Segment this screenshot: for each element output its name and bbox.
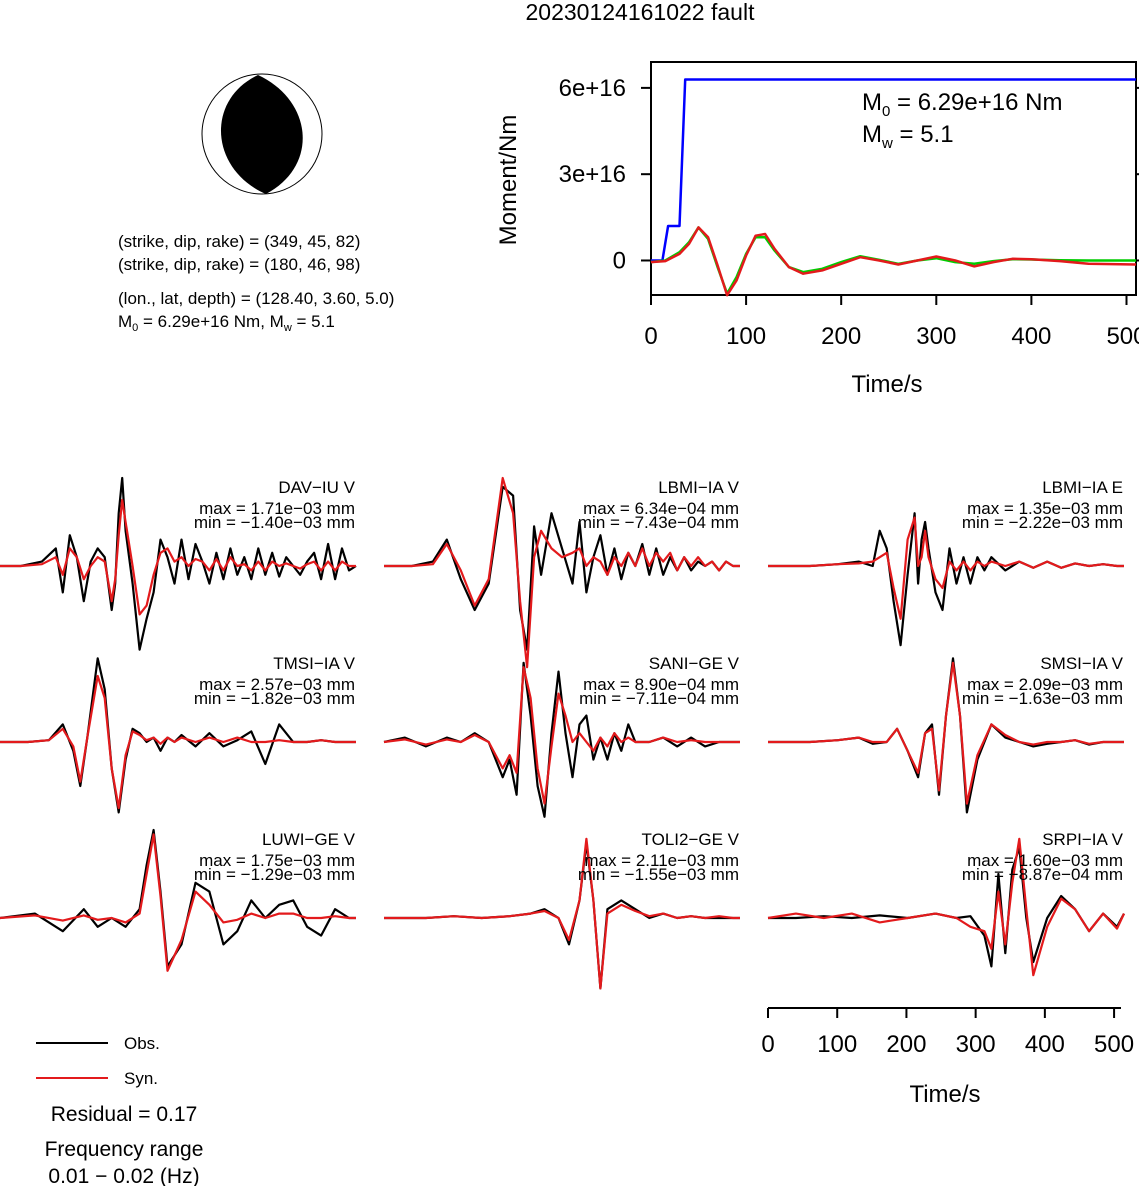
station-max: max = 1.71e−03 mm [199,499,355,518]
station-min: min = −7.43e−04 mm [578,513,739,532]
station-name: SMSI−IA V [1040,654,1123,673]
synthetic-trace [384,837,740,990]
station-max: max = 2.57e−03 mm [199,675,355,694]
station-name: TMSI−IA V [273,654,355,673]
waveform-time-axis: 0 100 200 300 400 500 Time/s [761,1007,1134,1108]
station-min: min = −8.87e−04 mm [962,865,1123,884]
moment-xtick-label: 0 [644,323,657,350]
residual-text: Residual = 0.17 [51,1103,198,1126]
frequency-title: Frequency range [45,1138,204,1161]
moment-ytick-label: 3e+16 [559,161,626,188]
moment-xtick-label: 100 [726,323,766,350]
station-min: min = −1.40e−03 mm [194,513,355,532]
station-name: TOLI2−GE V [642,830,740,849]
moment-curves [650,78,1137,297]
synthetic-trace [768,661,1124,805]
moment-ytick-label: 0 [613,247,626,274]
synthetic-trace [0,498,356,616]
waveform-xtick-label: 100 [817,1031,857,1058]
station-min: min = −7.11e−04 mm [579,689,739,708]
station-name: SRPI−IA V [1042,830,1123,849]
moment-mw-annotation: Mw = 5.1 [862,121,954,152]
station-min: min = −1.55e−03 mm [578,865,739,884]
nodal-plane-1: (strike, dip, rake) = (349, 45, 82) [118,232,360,251]
synthetic-trace [0,833,356,972]
waveform-xlabel: Time/s [909,1081,980,1108]
nodal-plane-2: (strike, dip, rake) = (180, 46, 98) [118,255,360,274]
station-name: LBMI−IA V [658,478,739,497]
station-max: max = 2.09e−03 mm [967,675,1123,694]
moment-x-axis: 0 100 200 300 400 500 [644,295,1139,350]
synthetic-trace [767,837,1125,977]
beachball [201,73,323,195]
station-min: min = −1.82e−03 mm [194,689,355,708]
waveform-xtick-label: 300 [956,1031,996,1058]
station-max: max = 8.90e−04 mm [583,675,739,694]
moment-xtick-label: 300 [916,323,956,350]
moment-ylabel: Moment/Nm [495,115,522,246]
moment-xlabel: Time/s [851,371,922,398]
station-max: max = 6.34e−04 mm [583,499,739,518]
beachball-compressional-quadrant [220,75,303,194]
station-name: LUWI−GE V [262,830,356,849]
moment-xtick-label: 500 [1106,323,1139,350]
figure-title: 20230124161022 fault [526,0,756,25]
station-min: min = −1.29e−03 mm [194,865,355,884]
station-max: max = 1.60e−03 mm [967,851,1123,870]
frequency-value: 0.01 − 0.02 (Hz) [48,1165,199,1186]
station-name: LBMI−IA E [1042,478,1123,497]
moment-m0-annotation: M0 = 6.29e+16 Nm [862,89,1062,120]
synthetic-trace [768,516,1124,620]
station-min: min = −1.63e−03 mm [962,689,1123,708]
legend-obs-label: Obs. [124,1034,160,1053]
hypocenter-line: (lon., lat, depth) = (128.40, 3.60, 5.0) [118,289,394,308]
waveform-xtick-label: 500 [1094,1031,1134,1058]
station-max: max = 1.75e−03 mm [199,851,355,870]
observed-trace [0,476,357,651]
synthetic-trace [0,674,356,810]
moment-xtick-label: 200 [821,323,861,350]
legend-syn-label: Syn. [124,1069,158,1088]
synthetic-trace [384,476,740,669]
legend: Obs. Syn. Residual = 0.17 Frequency rang… [36,1034,203,1186]
moment-series-stf_red [650,226,1137,297]
magnitude-line: M0 = 6.29e+16 Nm, Mw = 5.1 [118,312,335,334]
moment-xtick-label: 400 [1011,323,1051,350]
mechanism-info: (strike, dip, rake) = (349, 45, 82) (str… [118,232,394,334]
moment-y-axis: 0 3e+16 6e+16 [559,75,1139,274]
moment-plot-frame [650,61,1137,296]
moment-ytick-label: 6e+16 [559,75,626,102]
waveform-xtick-label: 0 [761,1031,774,1058]
waveform-xtick-label: 400 [1025,1031,1065,1058]
observed-trace [768,512,1124,647]
station-max: max = 1.35e−03 mm [967,499,1123,518]
station-max: max = 2.11e−03 mm [584,851,739,870]
synthetic-trace [383,666,740,805]
waveform-xtick-label: 200 [886,1031,926,1058]
moment-panel: 0 3e+16 6e+16 0 100 200 300 400 500 Moment/Nm T… [495,61,1139,398]
station-min: min = −2.22e−03 mm [962,513,1123,532]
station-name: DAV−IU V [278,478,355,497]
station-name: SANI−GE V [649,654,740,673]
